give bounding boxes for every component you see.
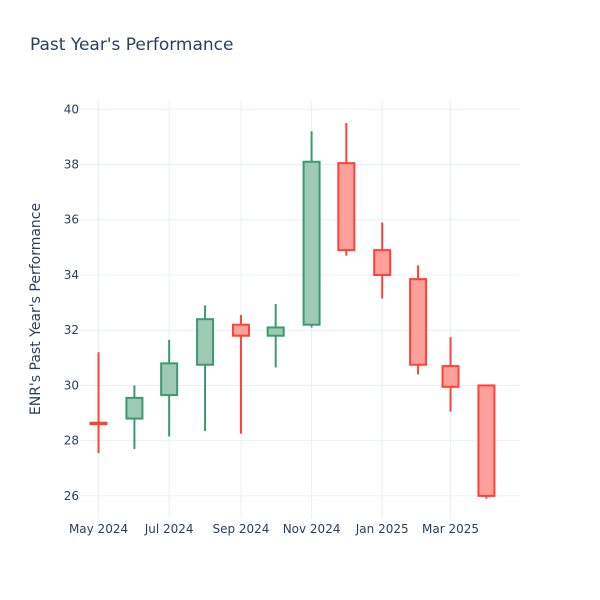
candle-body: [89, 421, 108, 426]
candle-decreasing: [373, 222, 392, 299]
candle-body: [477, 384, 496, 497]
y-tick-label: 40: [64, 102, 79, 116]
candle-body: [302, 160, 321, 326]
y-tick-label: 36: [64, 213, 79, 227]
y-tick-label: 38: [64, 158, 79, 172]
candle-increasing: [302, 131, 321, 328]
candle-decreasing: [231, 315, 250, 434]
x-tick-label: Mar 2025: [422, 522, 479, 536]
candle-body: [125, 396, 144, 420]
candle-decreasing: [477, 384, 496, 499]
candles: [89, 123, 496, 499]
x-tick-label: Nov 2024: [283, 522, 341, 536]
candle-decreasing: [337, 123, 356, 256]
candle-increasing: [125, 385, 144, 449]
candle-body: [409, 278, 428, 366]
y-tick-label: 34: [64, 268, 79, 282]
candle-body: [266, 326, 285, 337]
y-axis-ticks: 26 28 30 32 34 36 38 40: [64, 102, 79, 503]
candle-increasing: [266, 303, 285, 368]
candle-increasing: [196, 305, 215, 432]
candle-body: [160, 362, 179, 397]
x-tick-label: Sep 2024: [212, 522, 269, 536]
candle-body: [196, 318, 215, 366]
candle-decreasing: [409, 265, 428, 375]
candle-decreasing: [89, 352, 108, 454]
y-tick-label: 30: [64, 378, 79, 392]
x-axis-ticks: May 2024 Jul 2024 Sep 2024 Nov 2024 Jan 2025…: [69, 522, 479, 536]
candle-decreasing: [441, 337, 460, 412]
candle-body: [337, 162, 356, 252]
x-tick-label: Jan 2025: [355, 522, 409, 536]
x-tick-label: May 2024: [69, 522, 128, 536]
x-tick-label: Jul 2024: [144, 522, 194, 536]
candle-body: [373, 249, 392, 276]
candle-body: [441, 365, 460, 388]
y-tick-label: 26: [64, 489, 79, 503]
y-tick-label: 28: [64, 434, 79, 448]
candle-body: [231, 323, 250, 337]
grid: [80, 101, 520, 518]
y-tick-label: 32: [64, 323, 79, 337]
chart-title: Past Year's Performance: [30, 35, 234, 55]
y-axis-label: ENR's Past Year's Performance: [28, 203, 44, 415]
candle-increasing: [160, 339, 179, 437]
